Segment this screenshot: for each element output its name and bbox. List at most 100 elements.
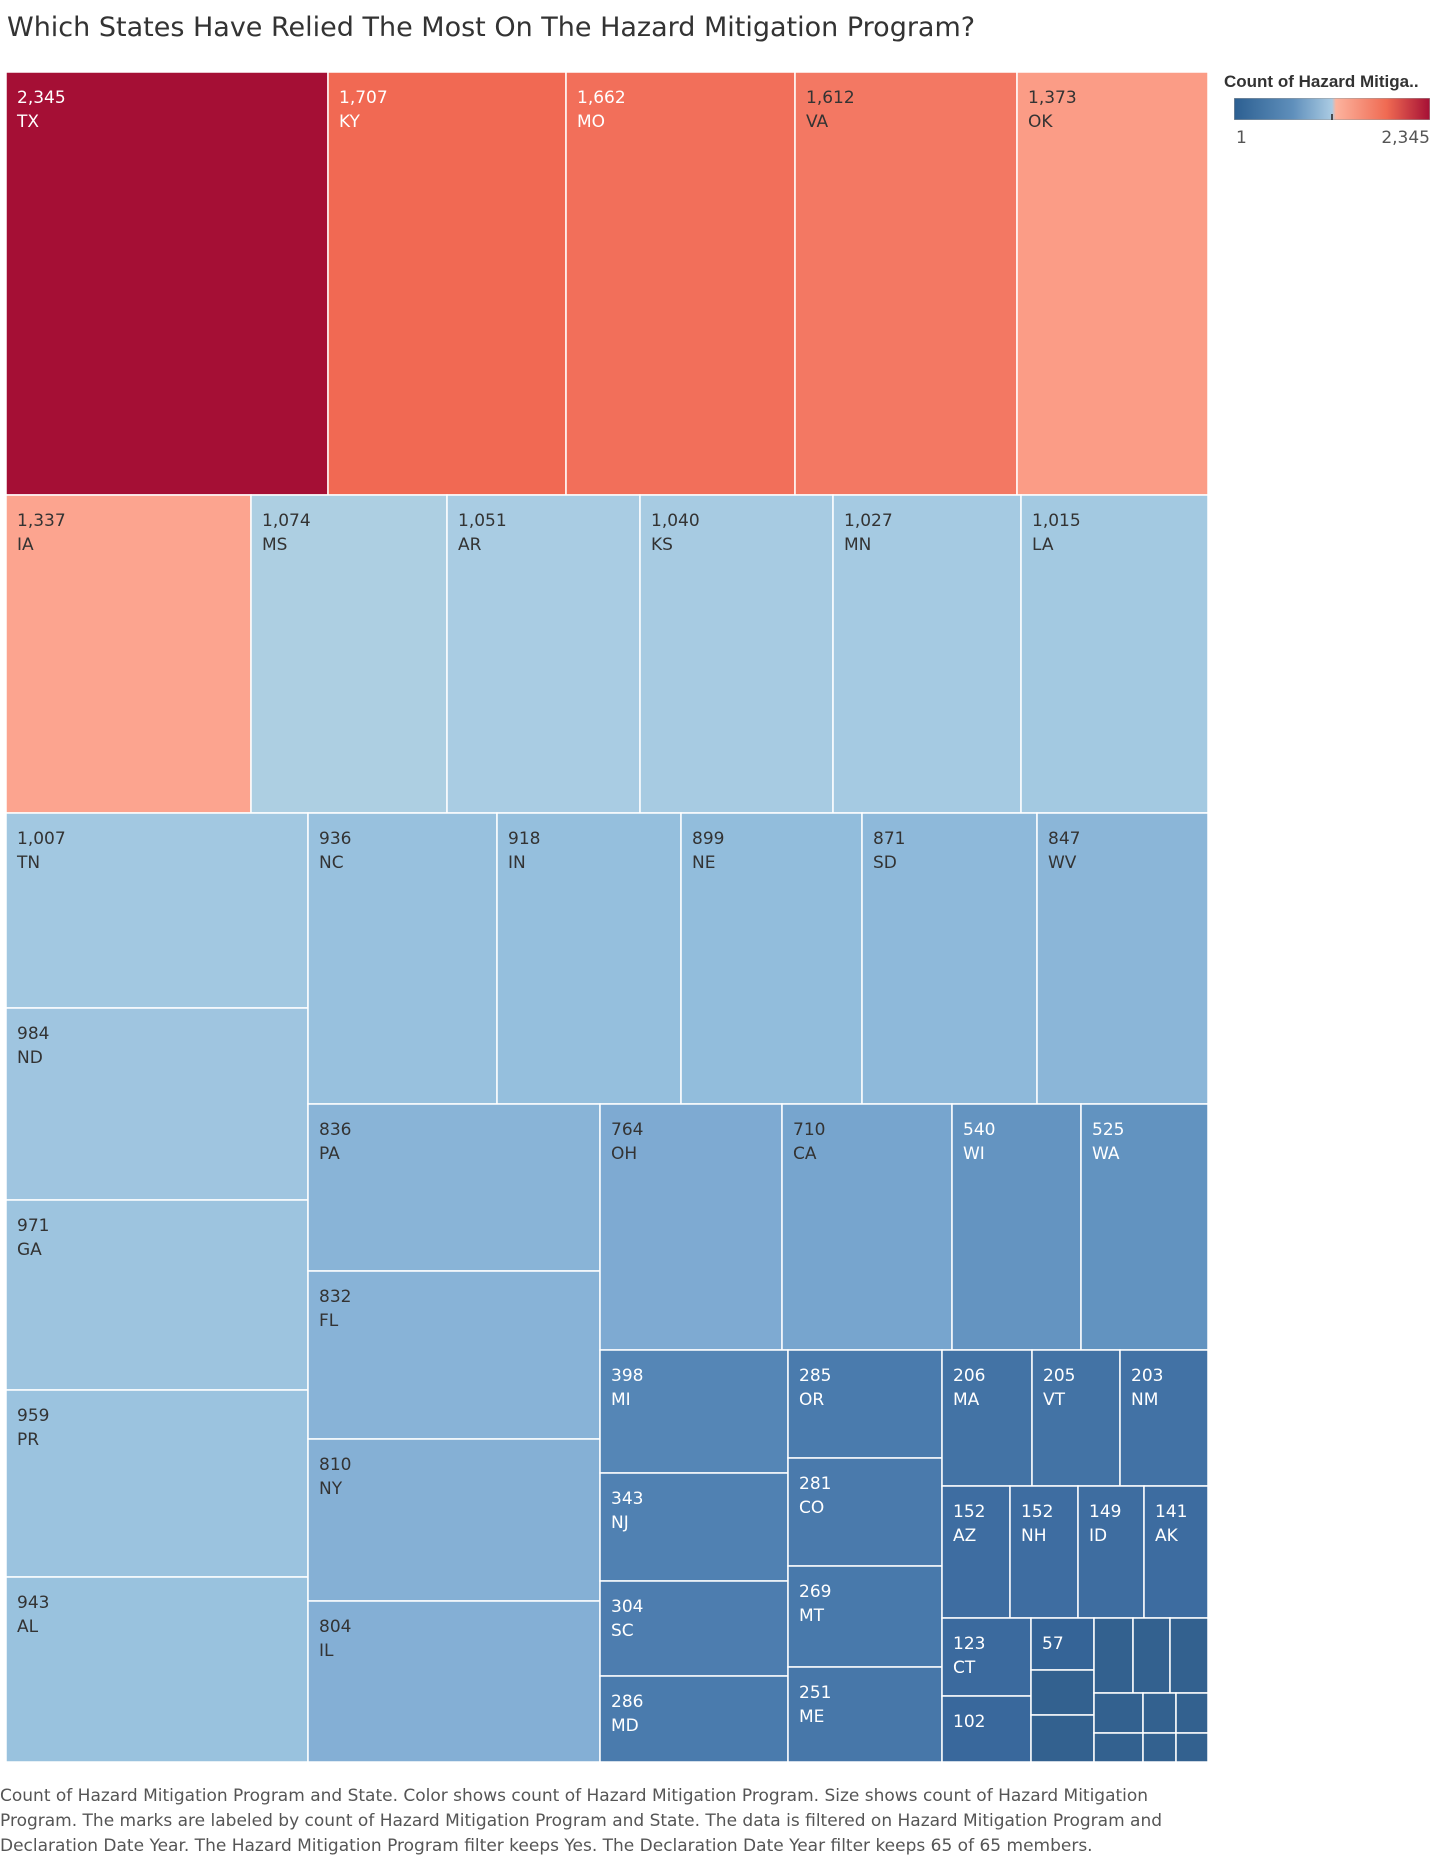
treemap-cell-co[interactable]: 281 CO xyxy=(787,1457,943,1567)
treemap-value-label: 1,707 xyxy=(339,88,388,108)
treemap-cell-ca[interactable]: 710 CA xyxy=(781,1103,953,1351)
treemap-state-label: NM xyxy=(1131,1390,1158,1410)
treemap-cell-ms[interactable]: 1,074 MS xyxy=(250,494,448,814)
treemap-rect-nj xyxy=(599,1472,789,1582)
treemap-cell-value-102[interactable]: 102 xyxy=(941,1695,1032,1763)
treemap-state-label: OR xyxy=(799,1390,824,1410)
treemap-state-label: OH xyxy=(611,1144,637,1164)
treemap-state-label: WV xyxy=(1048,853,1077,873)
treemap-cell-va[interactable]: 1,612 VA xyxy=(794,72,1018,496)
treemap-cell-sd[interactable]: 871 SD xyxy=(861,812,1038,1105)
treemap-cell-nc[interactable]: 936 NC xyxy=(307,812,498,1105)
treemap-rect-id xyxy=(1077,1485,1145,1619)
treemap-cell-wv[interactable]: 847 WV xyxy=(1036,812,1209,1105)
treemap-state-label: AL xyxy=(17,1617,39,1637)
treemap-cell-ga[interactable]: 971 GA xyxy=(6,1199,309,1391)
treemap-cell-small-8[interactable] xyxy=(1175,1692,1209,1734)
treemap-value-label: 102 xyxy=(953,1712,985,1732)
treemap-cell-small-6[interactable] xyxy=(1093,1692,1144,1734)
treemap-cell-mo[interactable]: 1,662 MO xyxy=(565,72,796,496)
treemap-rect-nd xyxy=(6,1007,309,1201)
treemap-cell-small-1[interactable] xyxy=(1030,1669,1095,1716)
treemap-cell-ok[interactable]: 1,373 OK xyxy=(1016,72,1209,496)
chart-caption: Count of Hazard Mitigation Program and S… xyxy=(0,1786,1163,1856)
treemap-cell-small-10[interactable] xyxy=(1142,1732,1177,1763)
treemap-cell-ny[interactable]: 810 NY xyxy=(307,1438,601,1602)
treemap-cell-ia[interactable]: 1,337 IA xyxy=(6,494,252,814)
treemap-cell-az[interactable]: 152 AZ xyxy=(941,1485,1011,1619)
treemap-cell-in[interactable]: 918 IN xyxy=(496,812,682,1105)
treemap-cell-or[interactable]: 285 OR xyxy=(787,1349,943,1459)
treemap-cell-la[interactable]: 1,015 LA xyxy=(1020,494,1209,814)
treemap-cell-tn[interactable]: 1,007 TN xyxy=(6,812,309,1009)
treemap-value-label: 1,074 xyxy=(262,511,311,531)
treemap-cell-ne[interactable]: 899 NE xyxy=(680,812,863,1105)
treemap-rect-co xyxy=(787,1457,943,1567)
treemap-cell-ma[interactable]: 206 MA xyxy=(941,1349,1033,1487)
treemap-cell-small-11[interactable] xyxy=(1175,1732,1209,1763)
treemap-value-label: 398 xyxy=(611,1366,643,1386)
treemap-cell-small-5[interactable] xyxy=(1169,1617,1209,1694)
treemap-cell-sc[interactable]: 304 SC xyxy=(599,1580,789,1677)
treemap-state-label: MI xyxy=(611,1390,631,1410)
treemap-cell-md[interactable]: 286 MD xyxy=(599,1675,789,1763)
treemap-cell-pa[interactable]: 836 PA xyxy=(307,1103,601,1272)
treemap-cell-ky[interactable]: 1,707 KY xyxy=(327,72,567,496)
treemap-cell-ak[interactable]: 141 AK xyxy=(1143,1485,1209,1619)
treemap-rect-ny xyxy=(307,1438,601,1602)
treemap-value-label: 804 xyxy=(319,1617,351,1637)
treemap-value-label: 1,040 xyxy=(651,511,700,531)
treemap-value-label: 304 xyxy=(611,1597,643,1617)
treemap-cell-small-2[interactable] xyxy=(1030,1714,1095,1763)
treemap-rect-ma xyxy=(941,1349,1033,1487)
treemap-state-label: AR xyxy=(458,535,482,555)
treemap-value-label: 764 xyxy=(611,1120,643,1140)
treemap-state-label: CA xyxy=(793,1144,817,1164)
treemap-cell-oh[interactable]: 764 OH xyxy=(599,1103,783,1351)
treemap-state-label: MN xyxy=(844,535,871,555)
treemap-state-label: NE xyxy=(692,853,715,873)
treemap-cell-ct[interactable]: 123 CT xyxy=(941,1617,1032,1697)
treemap-cell-nm[interactable]: 203 NM xyxy=(1119,1349,1209,1487)
treemap-rect-va xyxy=(794,72,1018,496)
treemap-value-label: 203 xyxy=(1131,1366,1163,1386)
treemap-cell-mi[interactable]: 398 MI xyxy=(599,1349,789,1474)
treemap-state-label: TX xyxy=(16,112,39,132)
treemap-cell-mn[interactable]: 1,027 MN xyxy=(832,494,1022,814)
treemap-state-label: PA xyxy=(319,1144,340,1164)
chart-title: Which States Have Relied The Most On The… xyxy=(7,12,976,43)
treemap-cell-vt[interactable]: 205 VT xyxy=(1031,1349,1121,1487)
treemap-cell-id[interactable]: 149 ID xyxy=(1077,1485,1145,1619)
treemap-cell-mt[interactable]: 269 MT xyxy=(787,1565,943,1668)
treemap-cell-small-4[interactable] xyxy=(1132,1617,1171,1694)
treemap-state-label: IL xyxy=(319,1641,334,1661)
treemap-cell-il[interactable]: 804 IL xyxy=(307,1600,601,1763)
treemap-cell-small-9[interactable] xyxy=(1093,1732,1144,1763)
treemap-cell-nd[interactable]: 984 ND xyxy=(6,1007,309,1201)
treemap-cell-small-7[interactable] xyxy=(1142,1692,1177,1734)
treemap-cell-fl[interactable]: 832 FL xyxy=(307,1270,601,1440)
treemap-state-label: AK xyxy=(1155,1526,1179,1546)
treemap-state-label: MO xyxy=(577,112,605,132)
treemap-rect-il xyxy=(307,1600,601,1763)
treemap-rect-ok xyxy=(1016,72,1209,496)
treemap-cell-al[interactable]: 943 AL xyxy=(6,1576,309,1763)
treemap-state-label: KS xyxy=(651,535,673,555)
treemap-rect-value-102 xyxy=(941,1695,1032,1763)
treemap-state-label: TN xyxy=(16,853,40,873)
treemap-cell-ks[interactable]: 1,040 KS xyxy=(639,494,834,814)
treemap-cell-pr[interactable]: 959 PR xyxy=(6,1389,309,1578)
treemap-value-label: 1,662 xyxy=(577,88,626,108)
treemap-cell-me[interactable]: 251 ME xyxy=(787,1666,943,1763)
treemap-rect-oh xyxy=(599,1103,783,1351)
treemap-rect-me xyxy=(787,1666,943,1763)
treemap-cell-value-57[interactable]: 57 xyxy=(1030,1617,1095,1671)
treemap-cell-wa[interactable]: 525 WA xyxy=(1080,1103,1209,1351)
treemap-cell-ar[interactable]: 1,051 AR xyxy=(446,494,641,814)
treemap-cell-small-3[interactable] xyxy=(1093,1617,1134,1694)
treemap-cell-nj[interactable]: 343 NJ xyxy=(599,1472,789,1582)
treemap-cell-nh[interactable]: 152 NH xyxy=(1009,1485,1079,1619)
treemap-cell-tx[interactable]: 2,345 TX xyxy=(6,72,329,496)
treemap-cell-wi[interactable]: 540 WI xyxy=(951,1103,1082,1351)
treemap-value-label: 936 xyxy=(319,829,351,849)
